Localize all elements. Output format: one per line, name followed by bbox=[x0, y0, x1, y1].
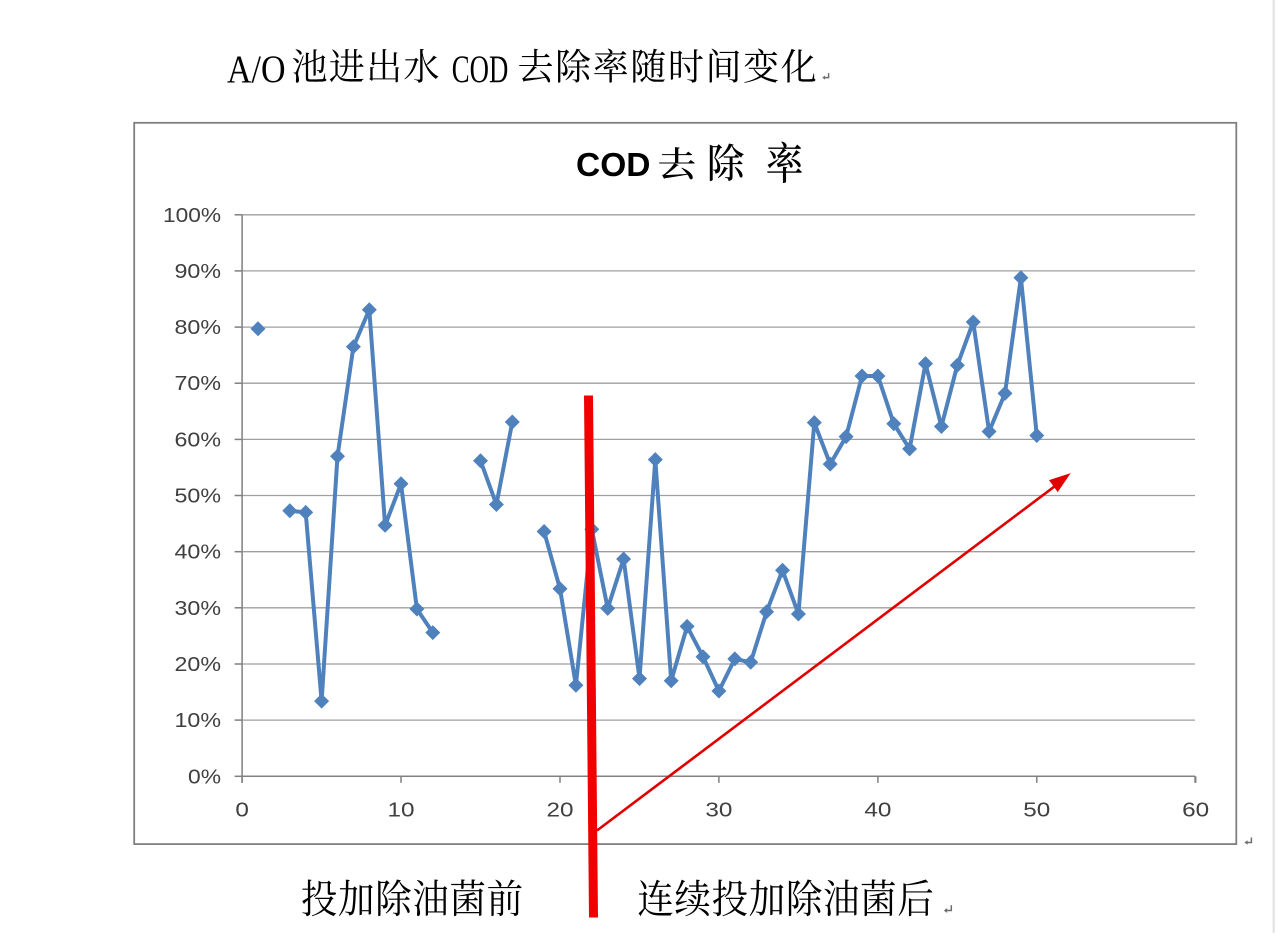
svg-text:10%: 10% bbox=[175, 710, 222, 732]
svg-text:20%: 20% bbox=[175, 654, 222, 676]
svg-text:90%: 90% bbox=[175, 261, 222, 283]
svg-text:20: 20 bbox=[547, 800, 574, 822]
svg-text:70%: 70% bbox=[175, 373, 222, 395]
svg-text:10: 10 bbox=[388, 800, 415, 822]
svg-text:30: 30 bbox=[705, 800, 732, 822]
svg-text:60%: 60% bbox=[175, 429, 222, 451]
svg-text:0%: 0% bbox=[188, 766, 221, 788]
svg-text:40: 40 bbox=[864, 800, 891, 822]
svg-text:50%: 50% bbox=[175, 486, 222, 508]
svg-text:40%: 40% bbox=[175, 542, 222, 564]
svg-text:50: 50 bbox=[1023, 800, 1050, 822]
svg-text:60: 60 bbox=[1182, 800, 1209, 822]
svg-text:COD: COD bbox=[452, 48, 509, 91]
svg-text:A/O: A/O bbox=[227, 48, 286, 91]
svg-text:80%: 80% bbox=[175, 317, 222, 339]
svg-text:COD: COD bbox=[576, 147, 650, 184]
svg-text:100%: 100% bbox=[163, 205, 221, 227]
svg-text:0: 0 bbox=[235, 800, 249, 822]
svg-text:30%: 30% bbox=[175, 598, 222, 620]
